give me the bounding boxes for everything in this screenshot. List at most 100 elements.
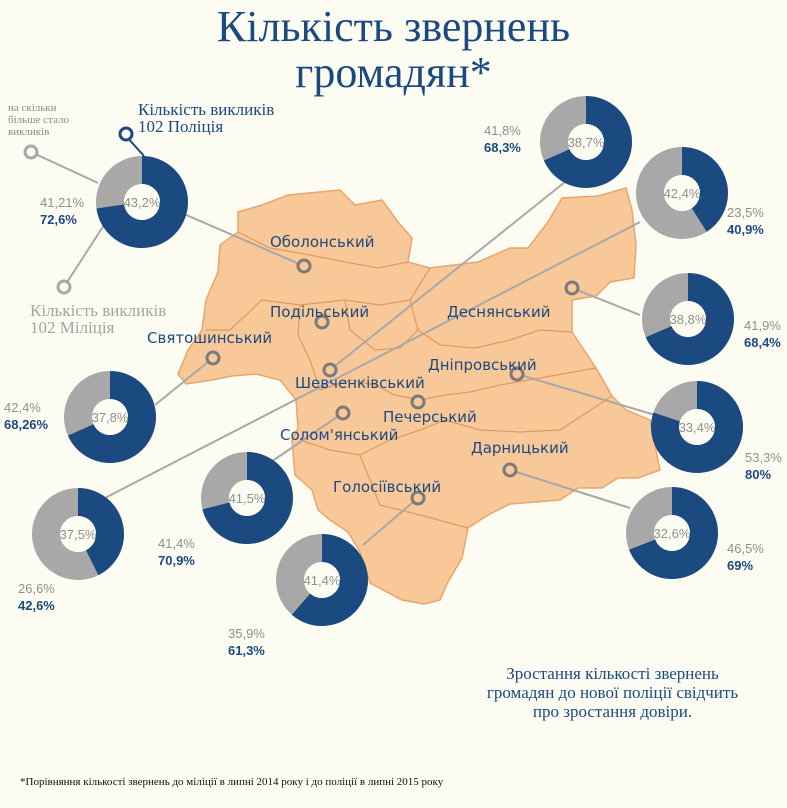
label-obolonskyi: Оболонський xyxy=(270,233,374,251)
legend-police: Кількість викликів 102 Поліція xyxy=(138,101,274,135)
donut-hole xyxy=(92,399,128,435)
district-markers xyxy=(205,258,580,506)
donut-militia-label: 26,6% xyxy=(18,581,55,596)
marker-shevchenkivskyi xyxy=(322,362,338,378)
legend-increase-line-1: на скільки xyxy=(8,102,57,114)
legend-militia-line-2: 102 Міліція xyxy=(30,318,115,337)
donut-6: 42,4% 23,5% 40,9% xyxy=(636,147,764,239)
district-borders xyxy=(206,231,613,529)
donut-police-arc xyxy=(32,488,124,580)
donut-police-label: 80% xyxy=(745,467,771,482)
donut-increase-label: 37,8% xyxy=(92,410,129,425)
donut-hole xyxy=(664,175,700,211)
donut-police-arc xyxy=(201,452,293,544)
donut-police-arc xyxy=(96,156,188,248)
donut-militia-label: 42,4% xyxy=(4,400,41,415)
donut-militia-label: 23,5% xyxy=(727,205,764,220)
donut-hole xyxy=(568,124,604,160)
donut-0: 43,2% 41,21% 72,6% xyxy=(40,156,188,248)
donut-police-label: 42,6% xyxy=(18,598,55,613)
donut-police-label: 70,9% xyxy=(158,553,195,568)
label-desnianskyi: Деснянський xyxy=(447,303,550,321)
label-shevchenkivskyi: Шевченківський xyxy=(295,374,425,392)
donut-police-arc xyxy=(276,534,368,626)
marker-podilskyi xyxy=(314,314,330,330)
legend-increase-line-3: викликів xyxy=(8,126,50,138)
donut-8: 32,6% 46,5% 69% xyxy=(626,487,764,579)
legend-increase-marker xyxy=(23,144,39,160)
donut-increase-label: 38,7% xyxy=(568,135,605,150)
donut-police-label: 68,4% xyxy=(744,335,781,350)
donut-9: 41,4% 35,9% 61,3% xyxy=(228,534,368,658)
label-solomianskyi: Солом'янський xyxy=(280,426,398,444)
donut-hole xyxy=(304,562,340,598)
legend-police-marker xyxy=(118,126,134,142)
donut-hole xyxy=(654,515,690,551)
label-sviatoshynskyi: Святошинський xyxy=(147,329,272,347)
donut-militia-label: 46,5% xyxy=(727,541,764,556)
donut-police-label: 68,3% xyxy=(484,140,521,155)
legend-militia-line-1: Кількість викликів xyxy=(30,301,167,320)
donut-4: 37,5% 26,6% 42,6% xyxy=(18,488,124,613)
donut-police-arc xyxy=(642,273,734,365)
donut-militia-label: 41,8% xyxy=(484,123,521,138)
donut-increase-label: 43,2% xyxy=(124,195,161,210)
marker-darnytskyi xyxy=(502,462,518,478)
donut-police-label: 40,9% xyxy=(727,222,764,237)
donut-increase-label: 32,6% xyxy=(654,526,691,541)
marker-obolonskyi xyxy=(296,258,312,274)
legend-militia: Кількість викликів 102 Міліція xyxy=(30,302,166,336)
legend-militia-marker xyxy=(56,279,72,295)
donut-police-label: 72,6% xyxy=(40,212,77,227)
label-darnytskyi: Дарницький xyxy=(471,439,569,457)
donut-police-label: 61,3% xyxy=(228,643,265,658)
donut-police-arc xyxy=(651,381,743,473)
donut-militia-label: 41,21% xyxy=(40,195,85,210)
donut-militia-label: 41,9% xyxy=(744,318,781,333)
donut-increase-label: 42,4% xyxy=(664,186,701,201)
marker-sviatoshynskyi xyxy=(205,350,221,366)
donut-hole xyxy=(124,184,160,220)
footnote: *Порівняння кількості звернень до міліці… xyxy=(20,776,444,788)
marker-dniprovskyi xyxy=(509,366,525,382)
page-title-line-1: Кількість звернень xyxy=(216,2,571,51)
conclusion-line-3: про зростання довіри. xyxy=(532,702,693,721)
marker-holosiivskyi xyxy=(410,490,426,506)
donut-police-label: 69% xyxy=(727,558,753,573)
donut-hole xyxy=(679,409,715,445)
label-holosiivskyi: Голосіївський xyxy=(333,478,441,496)
donut-charts: 43,2% 41,21% 72,6% 38,7% 41,8% 68,3% 38,8% 41,9… xyxy=(4,96,782,658)
donut-militia-label: 53,3% xyxy=(745,450,782,465)
legend-increase-line-2: більше стало xyxy=(8,114,70,126)
page-title-line-2: громадян* xyxy=(295,48,492,97)
donut-police-arc xyxy=(626,487,718,579)
donut-hole xyxy=(670,301,706,337)
donut-hole xyxy=(229,480,265,516)
conclusion-line-2: громадян до нової поліції свідчить xyxy=(486,683,739,702)
donut-2: 38,8% 41,9% 68,4% xyxy=(642,273,781,365)
donut-increase-label: 38,8% xyxy=(670,312,707,327)
legend-police-line-2: 102 Поліція xyxy=(138,117,224,136)
donut-increase-label: 41,4% xyxy=(304,573,341,588)
donut-militia-label: 41,4% xyxy=(158,536,195,551)
donut-hole xyxy=(60,516,96,552)
label-pecherskyi: Печерський xyxy=(383,408,477,426)
donut-increase-label: 37,5% xyxy=(60,527,97,542)
conclusion-line-1: Зростання кількості звернень xyxy=(506,664,719,683)
conclusion-text: Зростання кількості звернень громадян до… xyxy=(440,664,785,721)
legend-increase: на скільки більше стало викликів xyxy=(8,102,118,138)
donut-police-arc xyxy=(540,96,632,188)
marker-solomianskyi xyxy=(335,405,351,421)
donut-7: 41,5% 41,4% 70,9% xyxy=(158,452,293,568)
donut-police-label: 68,26% xyxy=(4,417,49,432)
donut-increase-label: 33,4% xyxy=(679,420,716,435)
marker-desnianskyi xyxy=(564,280,580,296)
donut-police-arc xyxy=(64,371,156,463)
donut-police-arc xyxy=(636,147,728,239)
label-podilskyi: Подільський xyxy=(270,303,369,321)
donut-3: 37,8% 42,4% 68,26% xyxy=(4,371,156,463)
legend-police-line-1: Кількість викликів xyxy=(138,100,275,119)
donut-militia-label: 35,9% xyxy=(228,626,265,641)
donut-5: 33,4% 53,3% 80% xyxy=(651,381,782,482)
